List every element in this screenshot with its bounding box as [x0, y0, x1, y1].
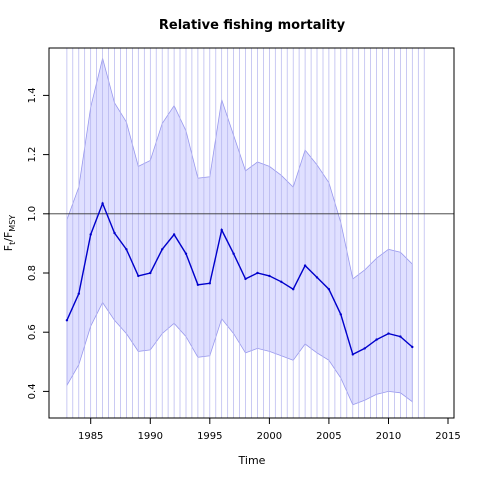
median-point-1996 — [220, 228, 223, 232]
y-tick-label-0.4: 0.4 — [27, 383, 38, 399]
median-point-1997 — [232, 252, 235, 255]
median-point-2000 — [268, 274, 271, 278]
median-point-1991 — [161, 248, 164, 251]
plot-area — [49, 48, 454, 418]
median-point-1998 — [244, 277, 247, 281]
y-tick-label-0.8: 0.8 — [27, 265, 38, 281]
median-point-2012 — [411, 345, 414, 349]
x-tick-label-2015: 2015 — [435, 431, 460, 442]
median-point-2003 — [303, 264, 307, 267]
median-point-1988 — [125, 248, 128, 251]
median-point-2002 — [292, 288, 295, 291]
median-point-2010 — [387, 332, 390, 335]
median-point-1999 — [256, 271, 259, 275]
median-point-1990 — [149, 271, 152, 275]
median-point-2001 — [280, 280, 283, 283]
x-tick-label-1995: 1995 — [197, 431, 222, 442]
median-line — [66, 201, 413, 356]
median-point-2008 — [363, 347, 366, 350]
y-axis-label-divider: /F — [2, 232, 15, 242]
y-axis-label-main: F — [2, 245, 15, 251]
median-point-1985 — [89, 233, 92, 236]
median-point-2009 — [375, 338, 378, 341]
y-tick-label-0.6: 0.6 — [27, 324, 38, 340]
median-point-1987 — [113, 231, 116, 235]
y-axis-label-sub-msy: MSY — [8, 215, 17, 232]
median-point-2004 — [315, 276, 319, 279]
x-tick-label-1990: 1990 — [138, 431, 163, 442]
median-point-2006 — [339, 313, 342, 316]
median-point-2005 — [327, 288, 331, 291]
x-tick-label-2000: 2000 — [257, 431, 282, 442]
y-tick-label-1.2: 1.2 — [27, 147, 38, 163]
median-point-2011 — [399, 335, 402, 338]
median-point-1983 — [65, 319, 69, 322]
x-axis-label: Time — [238, 454, 266, 467]
x-tick-label-2010: 2010 — [376, 431, 401, 442]
x-tick-label-2005: 2005 — [316, 431, 341, 442]
y-axis: 0.4 0.6 0.8 1.0 1.2 1.4 — [27, 87, 49, 399]
median-point-1986 — [101, 202, 104, 205]
median-point-1995 — [208, 282, 211, 285]
median-point-2007 — [351, 353, 354, 356]
y-tick-label-1.4: 1.4 — [27, 87, 38, 103]
x-axis: 1985 1990 1995 2000 2005 2010 2015 — [78, 418, 461, 442]
median-point-1993 — [184, 252, 188, 255]
plot-frame — [48, 47, 455, 419]
chart-title: Relative fishing mortality — [159, 18, 346, 33]
median-point-1994 — [196, 283, 200, 286]
y-axis-label: Ft/FMSY — [2, 215, 17, 251]
median-point-1989 — [137, 274, 140, 278]
y-axis-label-sub-t: t — [8, 242, 17, 245]
y-tick-label-1: 1.0 — [27, 206, 38, 222]
median-point-1992 — [172, 233, 176, 236]
x-tick-label-1985: 1985 — [78, 431, 103, 442]
median-point-1984 — [77, 292, 81, 295]
